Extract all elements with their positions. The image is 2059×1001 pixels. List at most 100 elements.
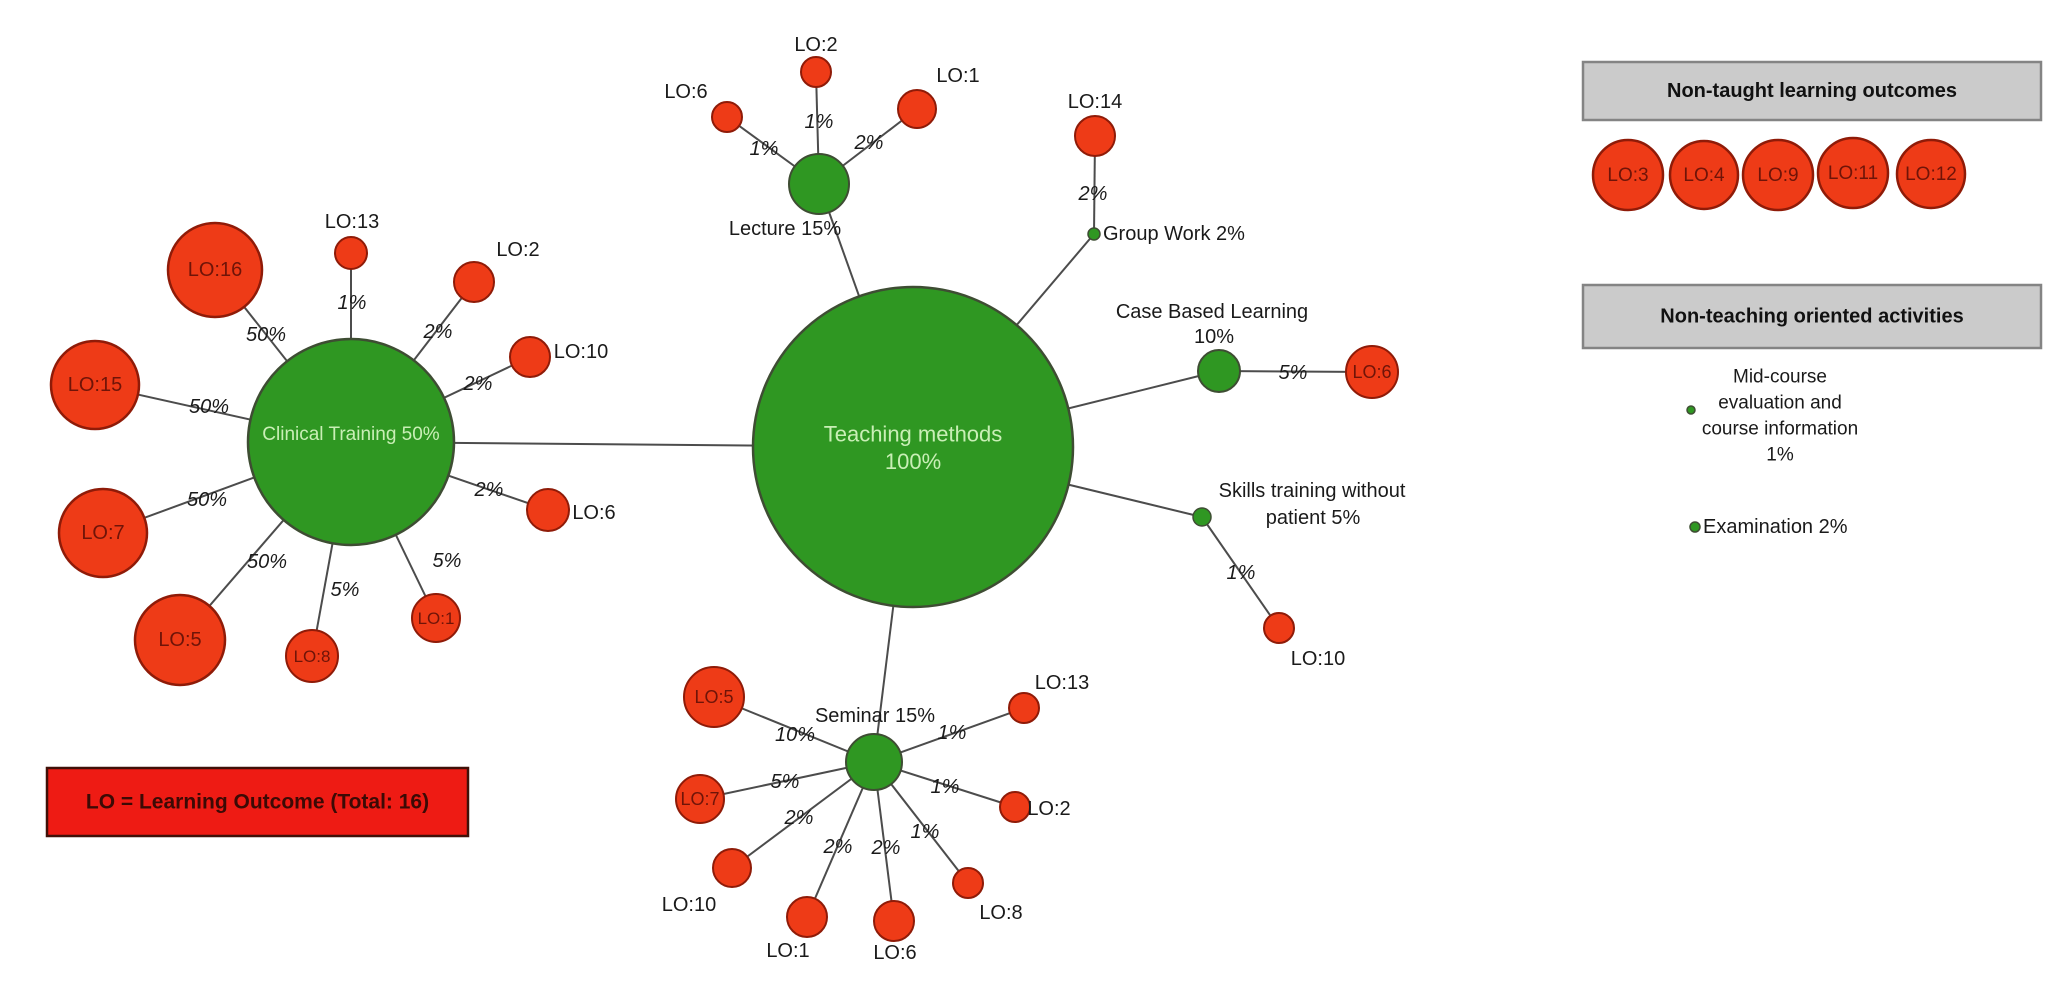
node-exam-dot-circle	[1689, 521, 1701, 533]
edge-label-lecture-l-lo2: 1%	[805, 111, 834, 133]
node-sem-lo10-circle	[712, 848, 752, 888]
label-clinical-lo6-label: LO:6	[572, 502, 615, 524]
label-seminar-lo8-label: LO:8	[979, 902, 1022, 924]
label-seminar-lo6-label: LO:6	[873, 942, 916, 964]
node-sem-lo5-label: LO:5	[694, 687, 733, 707]
node-g-lo14-circle	[1074, 115, 1116, 157]
node-sem-lo7-circle	[675, 774, 725, 824]
edge-label-clinical-c-lo2: 2%	[423, 321, 453, 343]
node-c-lo1-label: LO:1	[418, 609, 455, 628]
label-seminar-lo13-label: LO:13	[1035, 672, 1089, 694]
label-lecture-lo1-label: LO:1	[936, 65, 979, 87]
node-lecture-circle	[788, 153, 850, 215]
label-lecture-lo2-label: LO:2	[794, 34, 837, 56]
edge-label-seminar-sem-lo13: 1%	[938, 722, 967, 744]
edge-label-clinical-c-lo7: 50%	[187, 489, 227, 511]
label-skills-title-line2: patient 5%	[1266, 507, 1361, 529]
node-leg-lo12-label: LO:12	[1905, 164, 1957, 185]
edge-label-clinical-c-lo13: 1%	[338, 292, 367, 314]
node-c-lo5-circle	[133, 593, 227, 687]
node-leg-lo11-label: LO:11	[1828, 163, 1878, 184]
node-midcourse-dot-circle	[1686, 405, 1696, 415]
node-c-lo10-circle	[509, 336, 551, 378]
label-cbl-title-line2: 10%	[1194, 326, 1234, 348]
node-leg-lo12-circle	[1895, 138, 1967, 210]
node-leg-lo4-label: LO:4	[1683, 165, 1725, 186]
label-groupwork-lo14-label: LO:14	[1068, 91, 1122, 113]
node-teaching-circle	[751, 285, 1075, 609]
node-s-lo10-circle	[1263, 612, 1295, 644]
edge-label-clinical-c-lo15: 50%	[189, 396, 229, 418]
edge-label-seminar-sem-lo5: 10%	[775, 724, 815, 746]
non-teaching-box	[1581, 283, 2043, 350]
node-c-lo1-circle	[411, 593, 461, 643]
edge-label-seminar-sem-lo10: 2%	[784, 807, 814, 829]
edge-label-lecture-l-lo1: 2%	[854, 132, 884, 154]
node-c-lo15-label: LO:15	[68, 374, 122, 396]
label-groupwork-title: Group Work 2%	[1103, 223, 1245, 245]
node-c-lo5-label: LO:5	[158, 629, 201, 651]
edge-label-clinical-c-lo8: 5%	[331, 579, 360, 601]
node-l-lo2-circle	[800, 56, 832, 88]
node-c-lo8-circle	[285, 629, 339, 683]
edge-seminar-sem-lo10	[731, 761, 875, 869]
edge-label-skills-s-lo10: 1%	[1227, 562, 1256, 584]
node-clinical-label: Clinical Training 50%	[262, 424, 440, 445]
node-c-lo2-circle	[453, 261, 495, 303]
edge-label-seminar-sem-lo8: 1%	[911, 821, 940, 843]
non-taught-box	[1581, 60, 2043, 122]
node-clinical-circle	[246, 337, 456, 547]
label-lecture-title: Lecture 15%	[729, 218, 842, 240]
node-l-lo1-circle	[897, 89, 937, 129]
node-leg-lo3-label: LO:3	[1607, 165, 1648, 186]
node-c-lo7-circle	[57, 487, 149, 579]
label-seminar-title: Seminar 15%	[815, 705, 935, 727]
node-leg-lo11-circle	[1816, 136, 1890, 210]
node-sem-lo6-circle	[873, 900, 915, 942]
label-midcourse-line4: 1%	[1766, 445, 1794, 466]
node-leg-lo4-circle	[1668, 139, 1740, 211]
node-c-lo16-circle	[166, 221, 264, 319]
label-midcourse-line2: evaluation and	[1718, 393, 1842, 414]
node-l-lo6-circle	[711, 101, 743, 133]
edge-label-clinical-c-lo6: 2%	[474, 479, 504, 501]
label-seminar-lo10-label: LO:10	[662, 894, 716, 916]
edge-label-seminar-sem-lo6: 2%	[871, 837, 901, 859]
edge-label-seminar-sem-lo7: 5%	[771, 771, 800, 793]
node-sem-lo5-circle	[683, 666, 745, 728]
label-examination-label: Examination 2%	[1703, 516, 1848, 538]
non-teaching-box-title: Non-teaching oriented activities	[1660, 306, 1963, 328]
label-seminar-lo2-label: LO:2	[1027, 798, 1070, 820]
edge-label-seminar-sem-lo1: 2%	[823, 836, 853, 858]
lo-note-box	[45, 766, 470, 838]
node-c-lo7-label: LO:7	[81, 522, 124, 544]
node-sem-lo1-circle	[786, 896, 828, 938]
edge-label-clinical-c-lo10: 2%	[463, 373, 493, 395]
label-midcourse-line3: course information	[1702, 419, 1858, 440]
node-sem-lo2-circle	[999, 791, 1031, 823]
node-skills-circle	[1192, 507, 1212, 527]
label-seminar-lo1-label: LO:1	[766, 940, 809, 962]
node-leg-lo9-label: LO:9	[1757, 165, 1798, 186]
non-taught-box-title: Non-taught learning outcomes	[1667, 80, 1957, 102]
node-leg-lo9-circle	[1741, 138, 1815, 212]
label-midcourse-line1: Mid-course	[1733, 367, 1827, 388]
label-skills-title-line1: Skills training without	[1219, 480, 1406, 502]
label-clinical-lo10-label: LO:10	[554, 341, 608, 363]
node-teaching-label: Teaching methods 100%	[824, 421, 1003, 474]
node-c-lo6-circle	[526, 488, 570, 532]
node-sem-lo13-circle	[1008, 692, 1040, 724]
node-groupwork-circle	[1087, 227, 1101, 241]
node-cbl-lo6-label: LO:6	[1352, 362, 1391, 382]
node-leg-lo3-circle	[1591, 138, 1665, 212]
edge-label-clinical-c-lo16: 50%	[246, 324, 286, 346]
edge-label-clinical-c-lo1: 5%	[433, 550, 462, 572]
node-seminar-circle	[845, 733, 903, 791]
label-lecture-lo6-label: LO:6	[664, 81, 707, 103]
label-clinical-lo13-label: LO:13	[325, 211, 379, 233]
node-c-lo13-circle	[334, 236, 368, 270]
edge-label-groupwork-g-lo14: 2%	[1078, 183, 1108, 205]
edge-skills-s-lo10	[1201, 516, 1280, 629]
